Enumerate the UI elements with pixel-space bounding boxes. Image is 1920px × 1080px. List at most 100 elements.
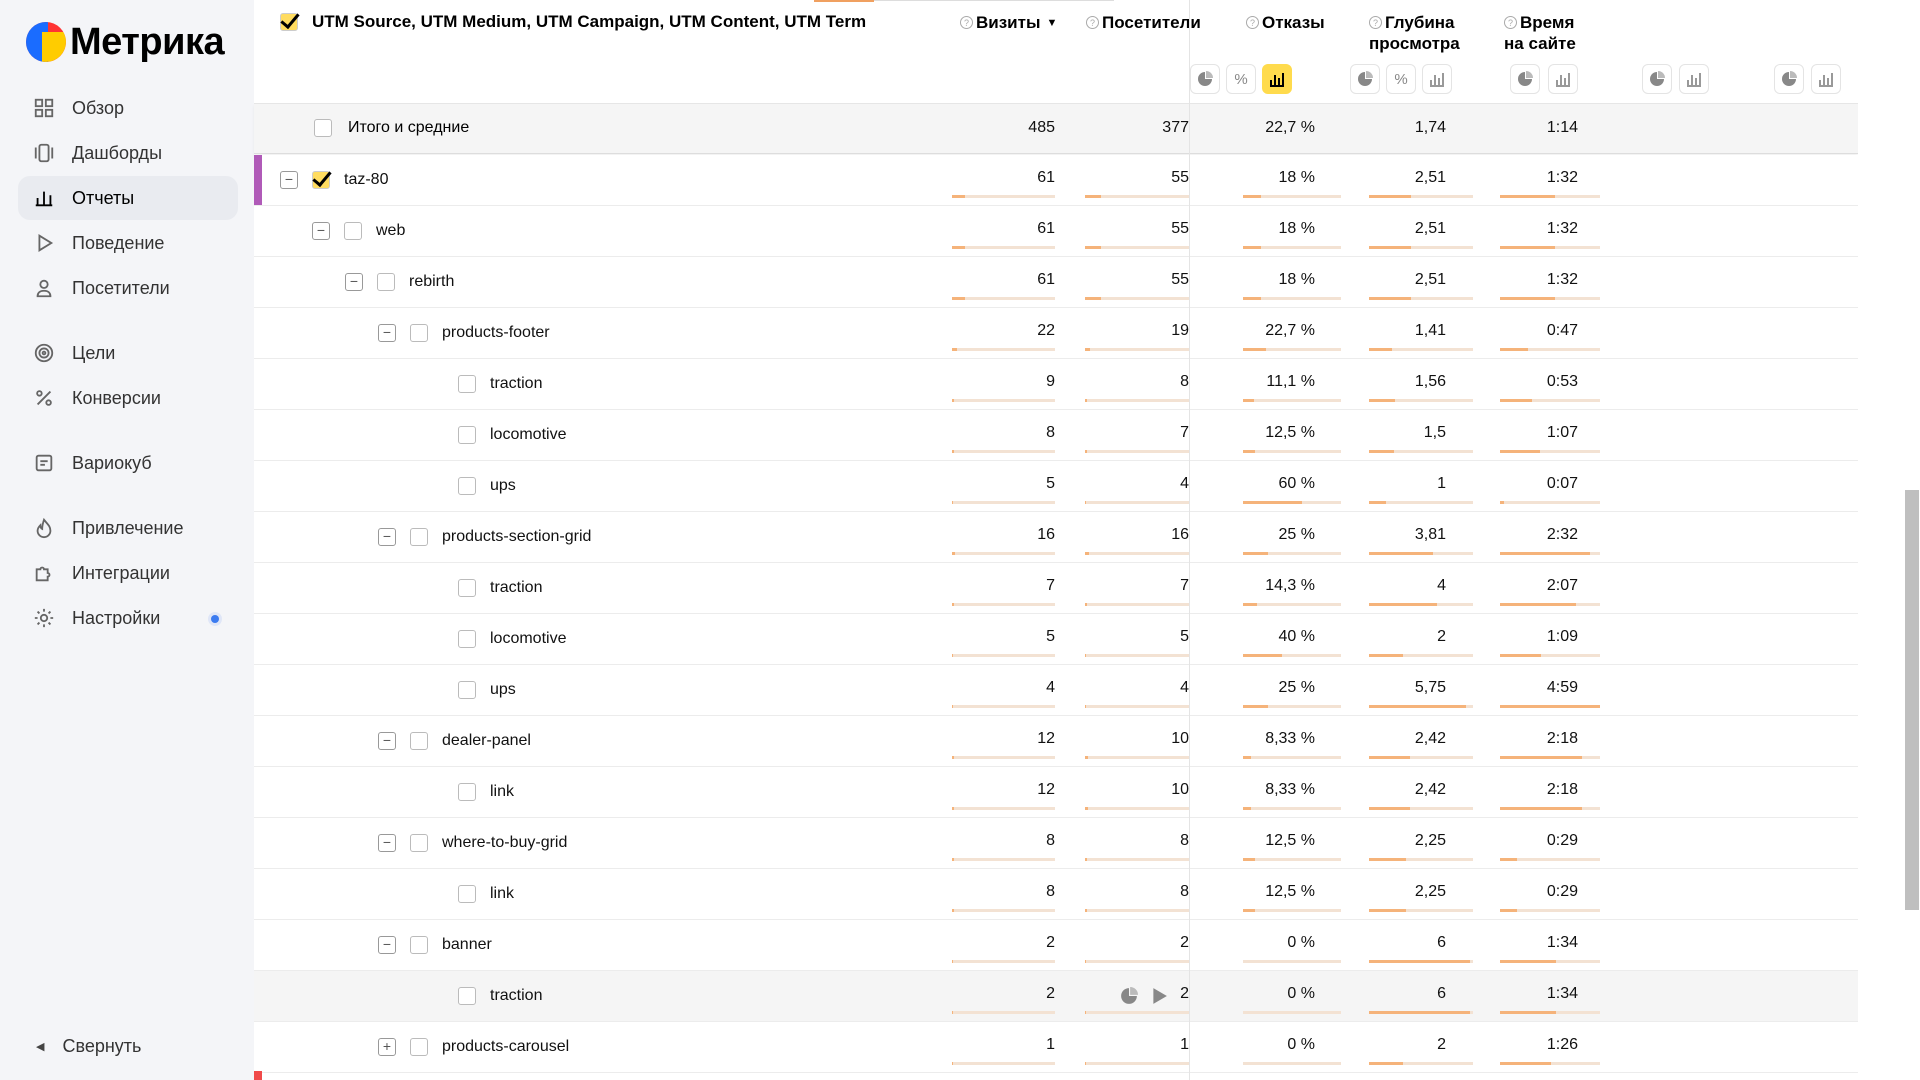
row-label[interactable]: dealer-panel [442,732,531,749]
sidebar-item-9[interactable]: Интеграции [18,551,238,595]
collapse-row-icon[interactable]: − [280,171,298,189]
metric-header-3[interactable]: ? Глубина просмотра [1369,12,1460,54]
collapse-sidebar-button[interactable]: ◀ Свернуть [36,1036,141,1057]
row-checkbox[interactable] [410,528,428,546]
table-row[interactable]: locomotive 5 5 40 % 2 1:09 [254,614,1858,665]
table-row[interactable]: link 8 8 12,5 % 2,25 0:29 [254,869,1858,920]
play-icon[interactable] [1150,987,1168,1010]
sidebar-item-2[interactable]: Отчеты [18,176,238,220]
collapse-row-icon[interactable]: − [378,324,396,342]
row-label[interactable]: traction [490,987,543,1004]
row-label[interactable]: taz-80 [344,171,389,188]
bar-chart-icon-button[interactable] [1679,64,1709,94]
sidebar-item-7[interactable]: Вариокуб [18,441,238,485]
collapse-row-icon[interactable]: − [378,834,396,852]
bar-chart-icon-button[interactable] [1262,64,1292,94]
collapse-row-icon[interactable]: − [378,936,396,954]
collapse-row-icon[interactable]: − [378,528,396,546]
table-row[interactable]: − products-section-grid 16 16 25 % 3,81 2:32 [254,512,1858,563]
row-checkbox[interactable] [458,426,476,444]
collapse-row-icon[interactable]: − [312,222,330,240]
metric-header-1[interactable]: ? Посетители [1086,12,1201,33]
row-checkbox[interactable] [458,681,476,699]
help-icon[interactable]: ? [1504,16,1517,29]
row-checkbox[interactable] [458,783,476,801]
row-label[interactable]: products-section-grid [442,528,592,545]
table-row[interactable]: + products-carousel 1 1 0 % 2 1:26 [254,1022,1858,1073]
row-checkbox[interactable] [410,732,428,750]
table-row[interactable]: ups 5 4 60 % 1 0:07 [254,461,1858,512]
logo[interactable]: Метрика [26,20,225,64]
row-label[interactable]: ups [490,681,516,698]
pie-chart-icon-button[interactable] [1350,64,1380,94]
scrollbar[interactable] [1905,490,1919,910]
table-row[interactable]: traction 2 2 0 % 6 1:34 [254,971,1858,1022]
sidebar-item-5[interactable]: Цели [18,331,238,375]
sort-desc-icon[interactable]: ▼ [1046,17,1058,29]
pie-chart-icon[interactable] [1120,987,1138,1010]
table-row[interactable]: locomotive 8 7 12,5 % 1,5 1:07 [254,410,1858,461]
row-label[interactable]: link [490,783,515,800]
row-checkbox[interactable] [377,273,395,291]
row-label[interactable]: locomotive [490,630,567,647]
row-checkbox[interactable] [458,375,476,393]
table-row[interactable]: link 12 10 8,33 % 2,42 2:18 [254,767,1858,818]
row-checkbox[interactable] [410,324,428,342]
row-label[interactable]: products-footer [442,324,550,341]
row-checkbox[interactable] [458,885,476,903]
row-label[interactable]: link [490,885,515,902]
help-icon[interactable]: ? [960,16,973,29]
row-checkbox[interactable] [458,477,476,495]
table-row[interactable]: traction 7 7 14,3 % 4 2:07 [254,563,1858,614]
percent-icon-button[interactable]: % [1386,64,1416,94]
metric-header-4[interactable]: ? Время на сайте [1504,12,1576,54]
sidebar-item-4[interactable]: Посетители [18,266,238,310]
table-row[interactable]: − dealer-panel 12 10 8,33 % 2,42 2:18 [254,716,1858,767]
row-checkbox[interactable] [458,987,476,1005]
dimension-checkbox[interactable] [280,13,298,31]
row-checkbox[interactable] [410,834,428,852]
pie-chart-icon-button[interactable] [1774,64,1804,94]
sidebar-item-8[interactable]: Привлечение [18,506,238,550]
row-checkbox[interactable] [458,579,476,597]
help-icon[interactable]: ? [1086,16,1099,29]
row-checkbox[interactable] [312,171,330,189]
table-row[interactable]: − taz-80 61 55 18 % 2,51 1:32 [254,155,1858,206]
table-row[interactable]: − products-footer 22 19 22,7 % 1,41 0:47 [254,308,1858,359]
sidebar-item-1[interactable]: Дашборды [18,131,238,175]
dimension-header[interactable]: UTM Source, UTM Medium, UTM Campaign, UT… [280,12,866,32]
sidebar-item-3[interactable]: Поведение [18,221,238,265]
sidebar-item-6[interactable]: Конверсии [18,376,238,420]
table-row[interactable]: − rebirth 61 55 18 % 2,51 1:32 [254,257,1858,308]
collapse-row-icon[interactable]: − [378,732,396,750]
row-label[interactable]: products-carousel [442,1038,570,1055]
table-row[interactable]: − web 61 55 18 % 2,51 1:32 [254,206,1858,257]
bar-chart-icon-button[interactable] [1422,64,1452,94]
pie-chart-icon-button[interactable] [1642,64,1672,94]
sidebar-item-0[interactable]: Обзор [18,86,238,130]
row-checkbox[interactable] [410,936,428,954]
row-checkbox[interactable] [458,630,476,648]
row-label[interactable]: ups [490,477,516,494]
row-label[interactable]: where-to-buy-grid [442,834,568,851]
row-label[interactable]: traction [490,375,543,392]
expand-row-icon[interactable]: + [378,1038,396,1056]
bar-chart-icon-button[interactable] [1811,64,1841,94]
table-row[interactable]: ups 4 4 25 % 5,75 4:59 [254,665,1858,716]
table-row[interactable]: − banner 2 2 0 % 6 1:34 [254,920,1858,971]
help-icon[interactable]: ? [1246,16,1259,29]
sidebar-item-10[interactable]: Настройки [18,596,238,640]
percent-icon-button[interactable]: % [1226,64,1256,94]
row-label[interactable]: banner [442,936,492,953]
metric-header-0[interactable]: ? Визиты ▼ [960,12,1057,34]
row-label[interactable]: rebirth [409,273,455,290]
metric-header-2[interactable]: ? Отказы [1246,12,1325,33]
row-label[interactable]: web [376,222,406,239]
row-label[interactable]: traction [490,579,543,596]
totals-checkbox[interactable] [314,119,332,137]
bar-chart-icon-button[interactable] [1548,64,1578,94]
pie-chart-icon-button[interactable] [1190,64,1220,94]
row-checkbox[interactable] [410,1038,428,1056]
row-checkbox[interactable] [344,222,362,240]
pie-chart-icon-button[interactable] [1510,64,1540,94]
